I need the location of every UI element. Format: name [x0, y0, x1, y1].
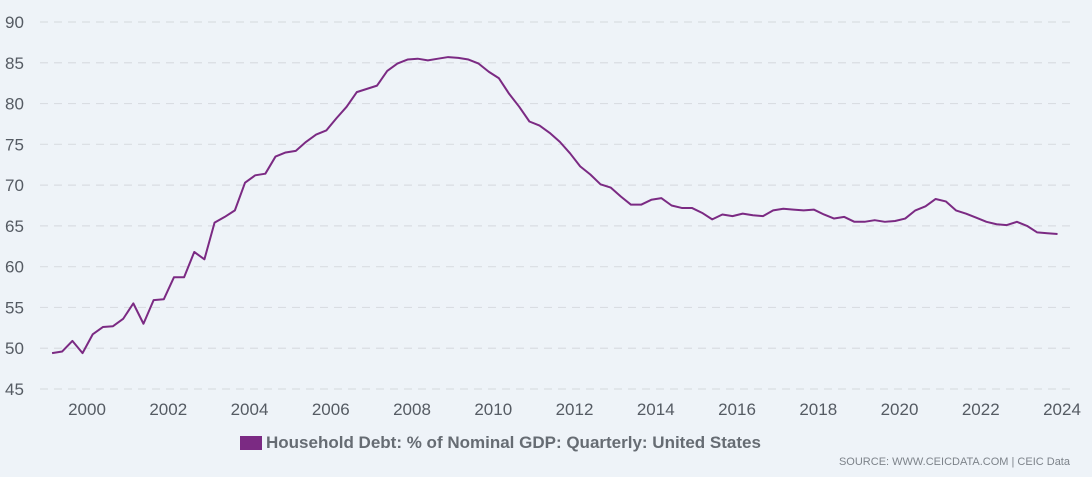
- y-tick-label: 65: [5, 217, 24, 236]
- y-tick-label: 70: [5, 176, 24, 195]
- x-tick-label: 2012: [556, 400, 594, 419]
- x-tick-label: 2024: [1043, 400, 1081, 419]
- x-tick-label: 2004: [231, 400, 269, 419]
- y-tick-label: 55: [5, 298, 24, 317]
- y-tick-label: 75: [5, 135, 24, 154]
- source-note: SOURCE: WWW.CEICDATA.COM | CEIC Data: [838, 456, 1070, 468]
- series-line: [51, 56, 1058, 355]
- x-tick-label: 2020: [881, 400, 919, 419]
- y-axis: 45 50 55 60 65 70 75 80 85 90: [5, 13, 24, 399]
- series-group: [51, 56, 1058, 355]
- x-tick-label: 2022: [962, 400, 1000, 419]
- legend-swatch: [240, 436, 262, 450]
- gridlines: [40, 21, 1076, 390]
- y-tick-label: 80: [5, 95, 24, 114]
- x-tick-label: 2008: [393, 400, 431, 419]
- x-tick-label: 2006: [312, 400, 350, 419]
- legend-label: Household Debt: % of Nominal GDP: Quarte…: [266, 433, 761, 452]
- legend-item[interactable]: Household Debt: % of Nominal GDP: Quarte…: [240, 433, 761, 453]
- y-tick-label: 50: [5, 339, 24, 358]
- x-tick-label: 2002: [149, 400, 187, 419]
- x-tick-label: 2018: [799, 400, 837, 419]
- x-axis: 2000 2002 2004 2006 2008 2010 2012 2014 2016 2018…: [68, 400, 1081, 419]
- y-tick-label: 60: [5, 258, 24, 277]
- x-tick-label: 2010: [474, 400, 512, 419]
- y-tick-label: 85: [5, 54, 24, 73]
- x-tick-label: 2016: [718, 400, 756, 419]
- x-tick-label: 2014: [637, 400, 675, 419]
- x-tick-label: 2000: [68, 400, 106, 419]
- y-tick-label: 45: [5, 380, 24, 399]
- y-tick-label: 90: [5, 13, 24, 32]
